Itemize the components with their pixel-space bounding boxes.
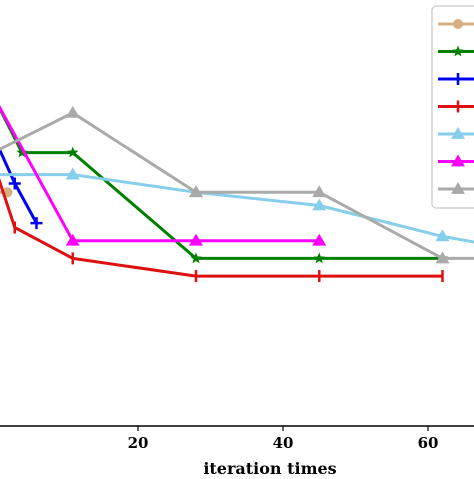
series-6-point — [65, 233, 80, 246]
series-6 — [0, 104, 327, 246]
x-tick-label: 60 — [418, 434, 439, 452]
series-7-point — [189, 185, 203, 198]
legend-marker — [451, 182, 465, 194]
legend-entry-2 — [438, 45, 474, 57]
series-4-line — [0, 177, 443, 278]
x-axis-label: iteration times — [203, 459, 336, 474]
series-2-point — [313, 252, 325, 264]
legend-entry-4 — [438, 100, 474, 113]
legend-entry-6 — [438, 154, 474, 167]
series-7-point — [65, 105, 80, 118]
series-2-point — [16, 146, 28, 158]
legend-marker — [452, 73, 464, 85]
legend-marker — [452, 45, 464, 57]
series-3 — [0, 146, 43, 230]
legend-marker — [451, 154, 465, 167]
series-7-line — [0, 111, 474, 260]
series-7-point — [312, 185, 327, 198]
legend-marker — [453, 19, 463, 29]
series-6-point — [312, 233, 327, 246]
axes-layer: 204060801001201 — [0, 425, 474, 452]
series-6-line — [0, 104, 320, 243]
series-7-point — [435, 251, 450, 264]
legend — [431, 5, 474, 209]
series-2-line — [0, 105, 443, 260]
series-5-point — [312, 198, 327, 211]
series-4 — [0, 177, 444, 283]
legend-entry-5 — [438, 127, 474, 139]
series-5 — [0, 167, 474, 244]
legend-entry-7 — [438, 182, 474, 194]
legend-entry-1 — [438, 19, 474, 29]
legend-marker — [451, 127, 465, 139]
series-layer — [0, 104, 474, 283]
x-tick-label: 20 — [128, 434, 149, 452]
series-3-point — [8, 177, 21, 190]
series-5-point — [65, 167, 80, 180]
series-2-point — [67, 146, 79, 158]
series-3-point — [30, 217, 43, 230]
x-tick-label: 40 — [273, 434, 294, 452]
series-6-point — [189, 233, 203, 246]
series-5-line — [0, 173, 474, 244]
series-2-point — [190, 252, 202, 264]
series-7 — [0, 105, 474, 264]
legend-entry-3 — [438, 73, 474, 85]
series-5-point — [435, 229, 450, 242]
